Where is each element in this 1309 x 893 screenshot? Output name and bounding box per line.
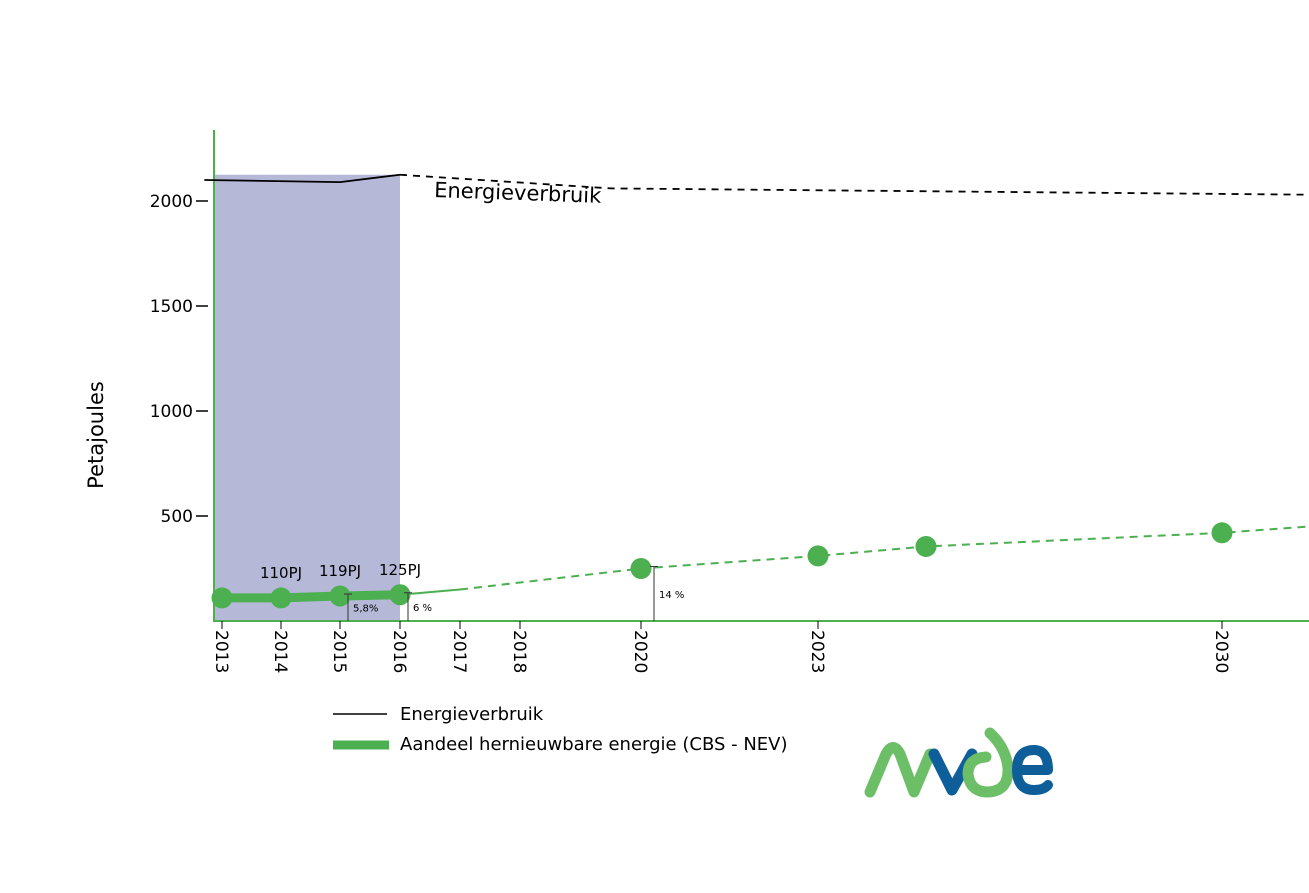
- x-tick-label: 2017: [449, 630, 469, 673]
- y-tick-label: 500: [161, 507, 193, 527]
- historical-shade: [214, 174, 400, 621]
- share-annotation: 5,8%: [353, 604, 378, 615]
- series-hernieuwbare-energie: [211, 522, 1309, 609]
- x-tick-label: 2030: [1211, 630, 1231, 673]
- legend-label-hernieuwbare: Aandeel hernieuwbare energie (CBS - NEV): [400, 734, 788, 755]
- point-label: 125PJ: [379, 561, 421, 579]
- energieverbruik-inline-label: Energieverbruik: [434, 178, 603, 208]
- y-axis-label: Petajoules: [84, 381, 108, 489]
- share-annotations: 5,8% 6 % 14 %: [344, 566, 684, 621]
- x-ticks: 2013 2014 2015 2016 2017 2018 2020 2023 2030: [211, 621, 1231, 673]
- x-tick-label: 2013: [211, 630, 231, 673]
- y-ticks: 500 1000 1500 2000: [150, 192, 208, 527]
- legend: Energieverbruik Aandeel hernieuwbare ene…: [333, 704, 788, 755]
- hernieuwbare-line: [222, 590, 401, 603]
- logo-letter-d: [962, 727, 1014, 798]
- logo-letter-n: [864, 742, 936, 798]
- hernieuwbare-point: [915, 535, 937, 557]
- legend-label-energieverbruik: Energieverbruik: [400, 704, 544, 725]
- hernieuwbare-point: [807, 545, 829, 567]
- y-tick-label: 1000: [150, 402, 193, 422]
- x-tick-label: 2016: [389, 630, 409, 673]
- point-label: 119PJ: [319, 562, 361, 580]
- y-tick-label: 1500: [150, 297, 193, 317]
- share-annotation: 14 %: [659, 590, 684, 601]
- x-tick-label: 2014: [270, 630, 290, 673]
- x-tick-label: 2023: [807, 630, 827, 673]
- x-tick-label: 2020: [630, 630, 650, 673]
- hernieuwbare-point: [389, 584, 411, 606]
- x-tick-label: 2015: [329, 630, 349, 673]
- y-tick-label: 2000: [150, 192, 193, 212]
- x-tick-label: 2018: [509, 630, 529, 673]
- point-label: 110PJ: [260, 564, 302, 582]
- energieverbruik-line: [204, 173, 401, 184]
- series-energieverbruik: [204, 173, 1309, 196]
- energieverbruik-projection-line: [399, 173, 1309, 196]
- hernieuwbare-point: [211, 587, 233, 609]
- hernieuwbare-point: [270, 587, 292, 609]
- logo-letter-e: [1012, 745, 1053, 795]
- share-annotation: 6 %: [413, 603, 432, 614]
- hernieuwbare-point: [1211, 522, 1233, 544]
- hernieuwbare-point: [630, 558, 652, 579]
- point-labels: 110PJ 119PJ 125PJ: [260, 561, 421, 582]
- hernieuwbare-projection-line: [459, 525, 1309, 591]
- nvde-logo: [864, 727, 1053, 798]
- hernieuwbare-point: [329, 585, 351, 607]
